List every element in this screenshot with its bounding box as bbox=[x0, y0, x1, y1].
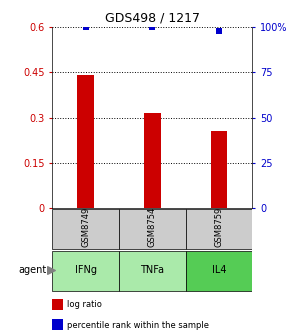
Bar bbox=[186, 209, 252, 249]
Text: IL4: IL4 bbox=[212, 265, 226, 276]
Bar bbox=[77, 75, 94, 208]
Bar bbox=[52, 320, 63, 330]
Bar bbox=[52, 299, 63, 310]
Bar bbox=[186, 251, 252, 291]
Text: percentile rank within the sample: percentile rank within the sample bbox=[67, 321, 209, 330]
Bar bbox=[52, 251, 119, 291]
Point bbox=[83, 25, 88, 30]
Text: TNFa: TNFa bbox=[140, 265, 164, 276]
Bar bbox=[119, 251, 186, 291]
Text: log ratio: log ratio bbox=[67, 300, 102, 309]
Text: agent: agent bbox=[18, 265, 46, 276]
Text: GSM8759: GSM8759 bbox=[214, 207, 224, 247]
Bar bbox=[211, 131, 227, 208]
Bar bbox=[144, 113, 161, 208]
Text: GSM8754: GSM8754 bbox=[148, 207, 157, 247]
Text: IFNg: IFNg bbox=[75, 265, 97, 276]
Bar bbox=[52, 209, 119, 249]
Point bbox=[150, 25, 155, 30]
Bar bbox=[119, 209, 186, 249]
Point bbox=[48, 268, 53, 273]
Title: GDS498 / 1217: GDS498 / 1217 bbox=[105, 11, 200, 24]
Text: GSM8749: GSM8749 bbox=[81, 207, 90, 247]
Point bbox=[217, 29, 221, 34]
